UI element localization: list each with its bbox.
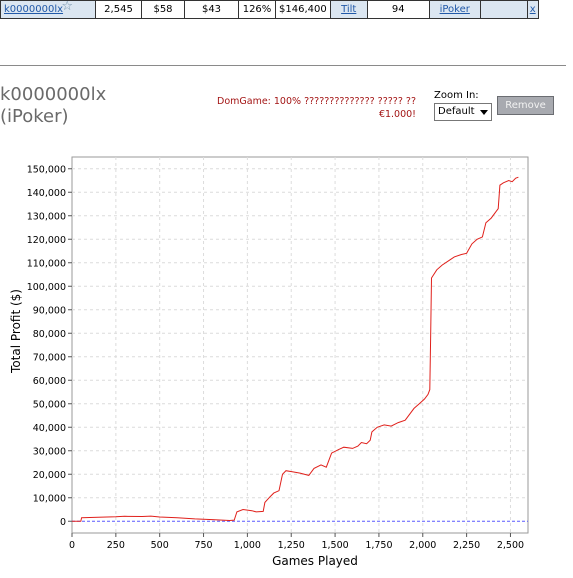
chevron-down-icon[interactable] bbox=[480, 110, 488, 115]
y-tick-label: 0 bbox=[60, 517, 66, 528]
x-tick-label: 1,500 bbox=[321, 540, 348, 551]
y-axis-ticks: 0 10,000 20,000 30,000 40,000 50,000 60,000 70,… bbox=[27, 164, 72, 528]
table-row: k0000000lx ☆ 2,545 $58 $43 126% $146,400… bbox=[0, 0, 539, 19]
star-icon[interactable]: ☆ bbox=[61, 0, 73, 15]
y-tick-label: 20,000 bbox=[33, 470, 66, 481]
y-tick-label: 50,000 bbox=[33, 399, 66, 410]
x-tick-label: 2,000 bbox=[409, 540, 436, 551]
tilt-link[interactable]: Tilt bbox=[329, 0, 368, 19]
y-tick-label: 60,000 bbox=[33, 376, 66, 387]
y-tick-label: 90,000 bbox=[33, 305, 66, 316]
close-link[interactable]: x bbox=[526, 0, 539, 19]
x-tick-label: 2,250 bbox=[453, 540, 480, 551]
profit-cell: $146,400 bbox=[275, 0, 331, 19]
y-tick-label: 150,000 bbox=[27, 164, 66, 175]
zoom-label: Zoom In: bbox=[434, 90, 479, 101]
profit-series-line bbox=[72, 176, 519, 522]
zoom-selected-value: Default bbox=[438, 106, 475, 117]
y-tick-label: 100,000 bbox=[27, 282, 66, 293]
y-tick-label: 10,000 bbox=[33, 493, 66, 504]
player-link-cell[interactable]: k0000000lx ☆ bbox=[0, 0, 96, 19]
x-tick-label: 500 bbox=[151, 540, 169, 551]
x-tick-label: 750 bbox=[194, 540, 212, 551]
x-tick-label: 1,750 bbox=[365, 540, 392, 551]
y-tick-label: 80,000 bbox=[33, 329, 66, 340]
remove-button[interactable]: Remove bbox=[497, 96, 554, 115]
roi-cell: 126% bbox=[238, 0, 276, 19]
y-tick-label: 120,000 bbox=[27, 235, 66, 246]
promo-note: DomGame: 100% ?????????????? ????? ?? €1… bbox=[190, 95, 416, 121]
player-name: k0000000lx bbox=[0, 84, 107, 105]
player-title: k0000000lx (iPoker) bbox=[0, 84, 106, 128]
x-tick-label: 2,500 bbox=[497, 540, 524, 551]
x-tick-label: 1,000 bbox=[234, 540, 261, 551]
x-tick-label: 0 bbox=[69, 540, 75, 551]
x-tick-label: 1,250 bbox=[278, 540, 305, 551]
x-axis-ticks: 0 250 500 750 1,000 1,250 1,500 1,750 2,000 2,250… bbox=[69, 533, 524, 551]
y-axis-label: Total Profit ($) bbox=[9, 289, 23, 374]
x-tick-label: 250 bbox=[107, 540, 125, 551]
chart-grid bbox=[72, 157, 528, 533]
x-axis-label: Games Played bbox=[272, 554, 358, 568]
games-cell: 2,545 bbox=[95, 0, 142, 19]
y-tick-label: 30,000 bbox=[33, 446, 66, 457]
y-tick-label: 140,000 bbox=[27, 188, 66, 199]
player-site: (iPoker) bbox=[0, 106, 69, 127]
section-divider bbox=[0, 65, 566, 66]
promo-line-1: DomGame: 100% ?????????????? ????? ?? bbox=[217, 96, 416, 107]
y-tick-label: 40,000 bbox=[33, 423, 66, 434]
site-link[interactable]: iPoker bbox=[428, 0, 481, 19]
player-stats-row: k0000000lx ☆ 2,545 $58 $43 126% $146,400… bbox=[0, 0, 573, 19]
plot-area bbox=[71, 156, 529, 534]
promo-line-2: €1.000! bbox=[378, 109, 416, 120]
y-tick-label: 70,000 bbox=[33, 352, 66, 363]
y-tick-label: 130,000 bbox=[27, 211, 66, 222]
empty-cell bbox=[479, 0, 528, 19]
y-tick-label: 110,000 bbox=[27, 258, 66, 269]
zoom-select[interactable]: Default bbox=[434, 103, 492, 121]
player-link[interactable]: k0000000lx bbox=[4, 4, 64, 15]
stats-table: k0000000lx ☆ 2,545 $58 $43 126% $146,400… bbox=[0, 0, 539, 19]
score-cell: 94 bbox=[366, 0, 430, 19]
